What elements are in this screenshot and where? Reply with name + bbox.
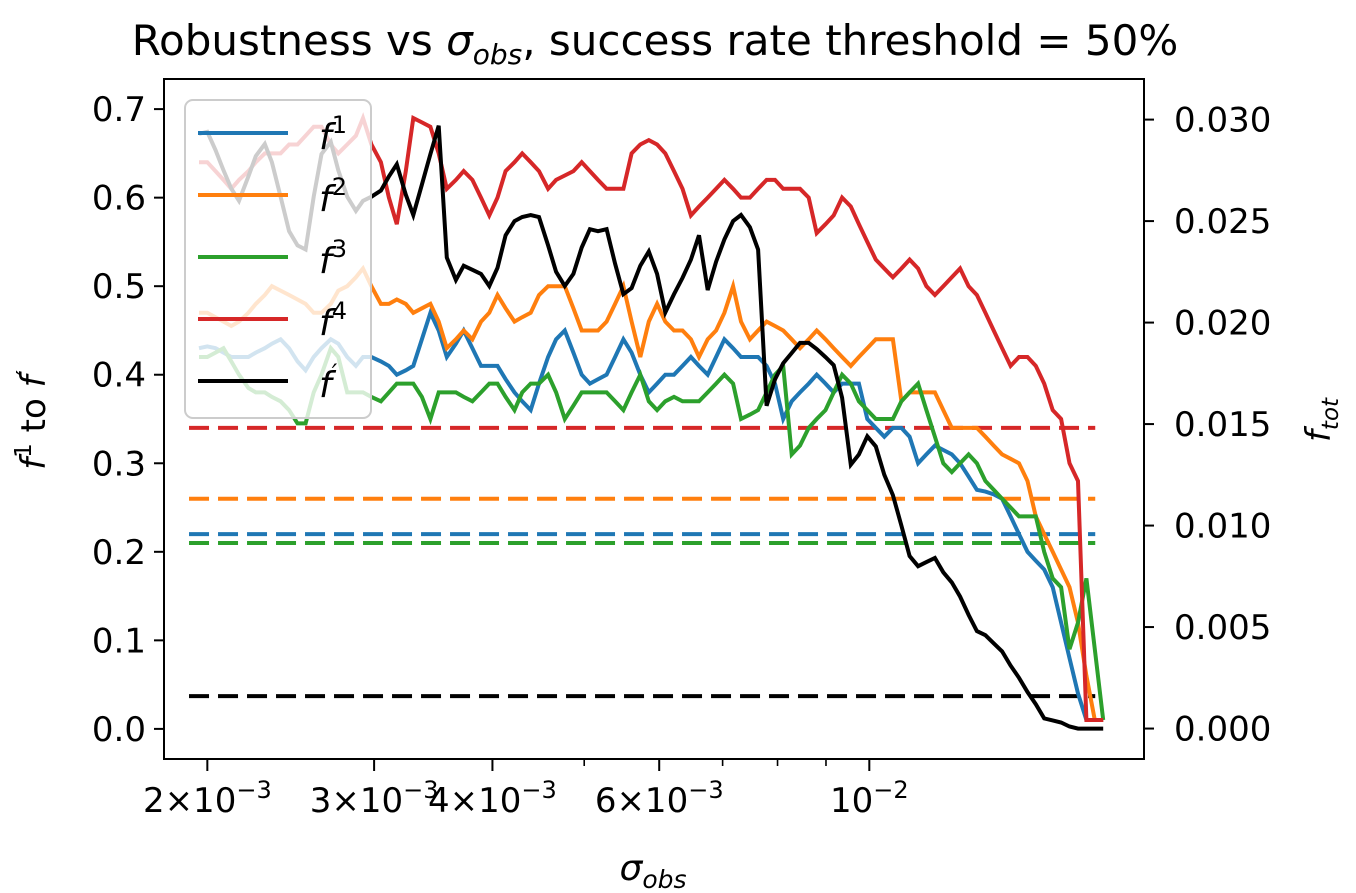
x-tick-label: 6×10−3 xyxy=(595,776,724,821)
x-tick-label: 2×10−3 xyxy=(143,776,272,821)
left-tick-label: 0.2 xyxy=(92,533,146,573)
left-tick-label: 0.4 xyxy=(92,356,146,396)
left-axis: 0.0 0.1 0.2 0.3 0.4 0.5 0.6 0.7 xyxy=(92,90,164,750)
left-tick-label: 0.3 xyxy=(92,444,146,484)
x-axis-label: σobs xyxy=(619,848,686,893)
right-tick-label: 0.015 xyxy=(1174,405,1271,445)
baselines-layer xyxy=(189,425,1096,699)
x-axis: 2×10−3 3×10−34×10−3 6×10−3 10−2 xyxy=(143,759,909,821)
right-tick-label: 0.010 xyxy=(1174,507,1271,547)
x-tick-label: 3×10−3 xyxy=(310,776,439,821)
left-tick-label: 0.1 xyxy=(92,621,146,661)
right-tick-label: 0.005 xyxy=(1174,608,1271,648)
right-tick-label: 0.000 xyxy=(1174,710,1271,750)
right-tick-label: 0.020 xyxy=(1174,304,1271,344)
right-tick-label: 0.025 xyxy=(1174,202,1271,242)
right-axis: 0.000 0.005 0.010 0.015 0.020 0.025 0.030 xyxy=(1144,101,1271,750)
left-tick-label: 0.0 xyxy=(92,710,146,750)
left-tick-label: 0.7 xyxy=(92,90,146,130)
left-tick-label: 0.6 xyxy=(92,179,146,219)
chart-title: Robustness vs σobs, success rate thresho… xyxy=(132,16,1178,71)
left-tick-label: 0.5 xyxy=(92,267,146,307)
x-tick-label: 4×10−3 xyxy=(428,776,557,821)
plot-frame xyxy=(163,78,1145,760)
right-tick-label: 0.030 xyxy=(1174,101,1271,141)
x-tick-label: 10−2 xyxy=(830,776,909,821)
